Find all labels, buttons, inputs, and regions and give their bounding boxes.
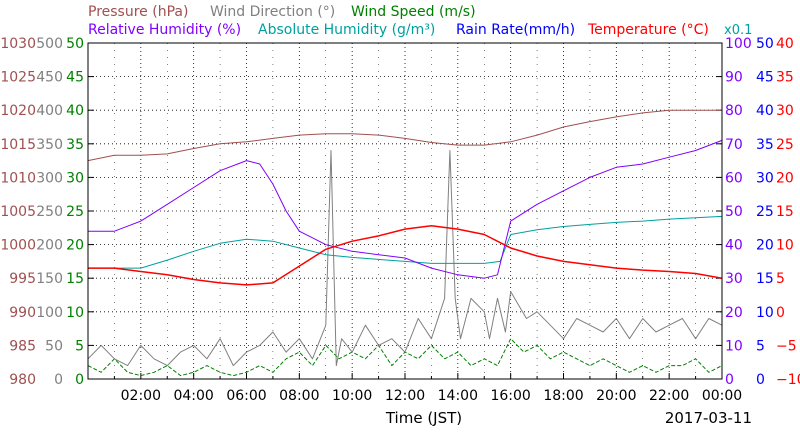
relative-humidity-tick-label: 80 bbox=[725, 103, 743, 119]
legend: Pressure (hPa) Wind Direction (°) Wind S… bbox=[88, 4, 752, 38]
series-temperature-c bbox=[88, 225, 723, 286]
relative-humidity-tick-label: 30 bbox=[725, 271, 743, 287]
legend-wind-direction: Wind Direction (°) bbox=[210, 4, 335, 20]
temperature-tick-label: 40 bbox=[776, 36, 794, 52]
rain-rate-tick-label: 25 bbox=[756, 204, 774, 220]
wind-direction-tick-label: 400 bbox=[36, 103, 63, 119]
legend-rain-rate: Rain Rate(mm/h) bbox=[456, 22, 575, 38]
rain-rate-tick-label: 40 bbox=[756, 103, 774, 119]
wind-speed-tick-label: 25 bbox=[66, 204, 84, 220]
wind-direction-tick-label: 450 bbox=[36, 70, 63, 86]
legend-absolute-humidity: Absolute Humidity (g/m³) bbox=[258, 22, 435, 38]
x-tick-label: 14:00 bbox=[438, 388, 478, 404]
relative-humidity-tick-label: 70 bbox=[725, 137, 743, 153]
date-label: 2017-03-11 bbox=[665, 409, 752, 427]
wind-direction-tick-label: 500 bbox=[36, 36, 63, 52]
series-relative-humidity bbox=[88, 139, 723, 279]
pressure-tick-label: 1005 bbox=[0, 204, 36, 220]
x-tick-label: 08:00 bbox=[279, 388, 319, 404]
wind-speed-tick-label: 20 bbox=[66, 238, 84, 254]
temperature-tick-label: 10 bbox=[776, 238, 794, 254]
rain-rate-tick-label: 0 bbox=[756, 372, 765, 388]
wind-direction-tick-label: 150 bbox=[36, 271, 63, 287]
pressure-tick-label: 1015 bbox=[0, 137, 36, 153]
wind-direction-tick-label: 100 bbox=[36, 305, 63, 321]
wind-direction-tick-label: 50 bbox=[45, 338, 63, 354]
wind-speed-tick-label: 10 bbox=[66, 305, 84, 321]
x-tick-label: 18:00 bbox=[543, 388, 583, 404]
temperature-tick-label: 35 bbox=[776, 70, 794, 86]
rain-rate-tick-label: 35 bbox=[756, 137, 774, 153]
rain-rate-tick-label: 10 bbox=[756, 305, 774, 321]
legend-temperature: Temperature (°C) bbox=[587, 22, 709, 38]
temperature-tick-label: 5 bbox=[776, 271, 785, 287]
legend-wind-speed: Wind Speed (m/s) bbox=[351, 4, 476, 20]
relative-humidity-tick-label: 10 bbox=[725, 338, 743, 354]
wind-direction-tick-label: 300 bbox=[36, 170, 63, 186]
relative-humidity-tick-label: 20 bbox=[725, 305, 743, 321]
temperature-tick-label: 0 bbox=[776, 305, 785, 321]
pressure-tick-label: 985 bbox=[9, 338, 36, 354]
pressure-tick-label: 1000 bbox=[0, 238, 36, 254]
pressure-tick-label: 990 bbox=[9, 305, 36, 321]
axes: 02:00 04:00 06:00 08:00 10:00 12:00 14:00 16:00… bbox=[0, 36, 800, 404]
x-tick-label: 00:00 bbox=[702, 388, 742, 404]
x-tick-label: 04:00 bbox=[173, 388, 213, 404]
series-pressure-hpa bbox=[87, 109, 722, 162]
pressure-tick-label: 1025 bbox=[0, 70, 36, 86]
relative-humidity-tick-label: 90 bbox=[725, 70, 743, 86]
wind-speed-tick-label: 30 bbox=[66, 170, 84, 186]
wind-direction-tick-label: 200 bbox=[36, 238, 63, 254]
x-tick-label: 20:00 bbox=[596, 388, 636, 404]
wind-speed-tick-label: 0 bbox=[75, 372, 84, 388]
pressure-tick-label: 1020 bbox=[0, 103, 36, 119]
rain-rate-tick-label: 5 bbox=[756, 338, 765, 354]
series-absolute-humidity-g-m bbox=[88, 215, 723, 269]
temperature-tick-label: 25 bbox=[776, 137, 794, 153]
wind-direction-tick-label: 0 bbox=[54, 372, 63, 388]
wind-speed-tick-label: 5 bbox=[75, 338, 84, 354]
relative-humidity-tick-label: 100 bbox=[725, 36, 752, 52]
rain-rate-tick-label: 50 bbox=[756, 36, 774, 52]
temperature-tick-label: 15 bbox=[776, 204, 794, 220]
temperature-tick-label: 20 bbox=[776, 170, 794, 186]
pressure-tick-label: 1030 bbox=[0, 36, 36, 52]
relative-humidity-tick-label: 60 bbox=[725, 170, 743, 186]
relative-humidity-tick-label: 50 bbox=[725, 204, 743, 220]
x-tick-label: 06:00 bbox=[226, 388, 266, 404]
wind-speed-tick-label: 45 bbox=[66, 70, 84, 86]
x-tick-label: 16:00 bbox=[490, 388, 530, 404]
x-tick-label: 12:00 bbox=[385, 388, 425, 404]
series-wind-direction bbox=[87, 150, 723, 367]
x-tick-label: 10:00 bbox=[332, 388, 372, 404]
rain-rate-tick-label: 45 bbox=[756, 70, 774, 86]
relative-humidity-tick-label: 0 bbox=[725, 372, 734, 388]
legend-pressure: Pressure (hPa) bbox=[88, 4, 188, 20]
pressure-tick-label: 995 bbox=[9, 271, 36, 287]
wind-direction-tick-label: 250 bbox=[36, 204, 63, 220]
temperature-tick-label: 30 bbox=[776, 103, 794, 119]
grid bbox=[88, 43, 722, 379]
relative-humidity-tick-label: 40 bbox=[725, 238, 743, 254]
wind-speed-tick-label: 50 bbox=[66, 36, 84, 52]
wind-direction-tick-label: 350 bbox=[36, 137, 63, 153]
pressure-tick-label: 1010 bbox=[0, 170, 36, 186]
temperature-tick-label: −10 bbox=[776, 372, 800, 388]
legend-relative-humidity: Relative Humidity (%) bbox=[88, 22, 241, 38]
x-axis-label: Time (JST) bbox=[385, 409, 462, 427]
wind-speed-tick-label: 35 bbox=[66, 137, 84, 153]
rain-rate-tick-label: 20 bbox=[756, 238, 774, 254]
pressure-tick-label: 980 bbox=[9, 372, 36, 388]
rain-rate-tick-label: 30 bbox=[756, 170, 774, 186]
legend-multiplier: x0.1 bbox=[724, 23, 752, 38]
rain-rate-tick-label: 15 bbox=[756, 271, 774, 287]
temperature-tick-label: −5 bbox=[776, 338, 797, 354]
x-tick-label: 22:00 bbox=[649, 388, 689, 404]
wind-speed-tick-label: 40 bbox=[66, 103, 84, 119]
wind-speed-tick-label: 15 bbox=[66, 271, 84, 287]
x-tick-label: 02:00 bbox=[121, 388, 161, 404]
plot-frame bbox=[87, 42, 723, 380]
